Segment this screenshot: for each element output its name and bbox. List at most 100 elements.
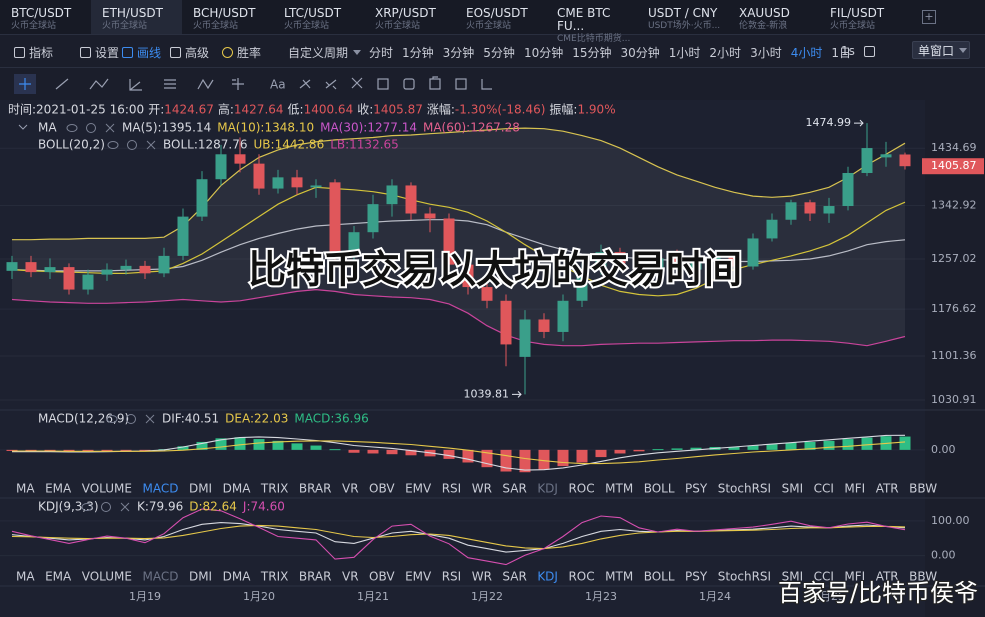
- indicator-button[interactable]: BBW: [909, 482, 937, 496]
- period-button[interactable]: 1分钟: [402, 46, 434, 60]
- toolbar-button[interactable]: 胜率: [222, 44, 261, 61]
- brush-icon[interactable]: [299, 79, 311, 89]
- window-select[interactable]: 单窗口: [912, 41, 970, 59]
- indicator-button[interactable]: EMA: [45, 570, 72, 584]
- indicator-button[interactable]: VR: [342, 482, 359, 496]
- indicator-button[interactable]: MACD: [142, 570, 178, 584]
- indicator-button[interactable]: CCI: [814, 482, 834, 496]
- symbol-tab[interactable]: XAUUSD 伦敦金-新浪: [728, 0, 819, 34]
- symbol-tab[interactable]: EOS/USDT 火币全球站: [455, 0, 546, 34]
- measure-icon[interactable]: [232, 78, 244, 90]
- indicator-button[interactable]: DMI: [189, 482, 212, 496]
- indicator-button[interactable]: TRIX: [260, 482, 288, 496]
- crosshair-icon[interactable]: [19, 78, 31, 90]
- indicator-button[interactable]: DMA: [223, 570, 252, 584]
- indicator-button[interactable]: CCI: [814, 570, 834, 584]
- pattern-icon[interactable]: [197, 78, 214, 90]
- angle-icon[interactable]: [129, 79, 142, 91]
- custom-period[interactable]: 自定义周期: [288, 44, 362, 61]
- indicator-button[interactable]: PSY: [685, 482, 708, 496]
- indicator-button[interactable]: OBV: [369, 570, 395, 584]
- legend-title: BOLL(20,2): [38, 138, 105, 152]
- indicator-button[interactable]: ROC: [568, 482, 594, 496]
- indicator-button[interactable]: VR: [342, 570, 359, 584]
- indicator-button[interactable]: PSY: [685, 570, 708, 584]
- ruler-icon[interactable]: [325, 79, 337, 90]
- symbol-tab[interactable]: BTC/USDT 火币全球站: [0, 0, 91, 34]
- indicator-button[interactable]: ATR: [876, 570, 899, 584]
- indicator-button[interactable]: EMV: [405, 482, 432, 496]
- symbol-tab[interactable]: ETH/USDT 火币全球站: [91, 0, 182, 34]
- indicator-button[interactable]: SAR: [502, 482, 526, 496]
- add-tab-button[interactable]: +: [922, 10, 936, 24]
- indicator-button[interactable]: BRAR: [299, 482, 332, 496]
- indicator-button[interactable]: VOLUME: [82, 482, 132, 496]
- indicator-button[interactable]: WR: [472, 570, 492, 584]
- indicator-button[interactable]: DMI: [189, 570, 212, 584]
- copy-icon[interactable]: [455, 78, 467, 90]
- period-button[interactable]: 2小时: [709, 46, 742, 60]
- indicator-button[interactable]: SMI: [782, 570, 804, 584]
- indicator-button[interactable]: RSI: [442, 482, 462, 496]
- period-button[interactable]: 15分钟: [572, 46, 612, 60]
- indicator-button[interactable]: BRAR: [299, 570, 332, 584]
- indicator-button[interactable]: OBV: [369, 482, 395, 496]
- indicator-button[interactable]: RSI: [442, 570, 462, 584]
- indicator-button[interactable]: MTM: [605, 482, 633, 496]
- fullscreen-icon[interactable]: [864, 46, 875, 57]
- period-button[interactable]: 3分钟: [442, 46, 475, 60]
- indicator-button[interactable]: SAR: [502, 570, 526, 584]
- indicator-button[interactable]: BBW: [909, 570, 937, 584]
- indicator-button[interactable]: EMV: [405, 570, 432, 584]
- indicator-button[interactable]: MA: [16, 482, 35, 496]
- toolbar-button[interactable]: 设置: [80, 44, 119, 61]
- period-button[interactable]: 5分钟: [483, 46, 515, 60]
- wave-icon[interactable]: [89, 78, 109, 90]
- indicator-button[interactable]: WR: [472, 482, 492, 496]
- seconds-button[interactable]: 1s: [841, 44, 855, 58]
- indicator-button[interactable]: MTM: [605, 570, 633, 584]
- trash-icon[interactable]: [429, 76, 441, 90]
- period-button[interactable]: 3小时: [750, 46, 782, 60]
- indicator-button[interactable]: EMA: [45, 482, 72, 496]
- period-button[interactable]: 4小时: [790, 46, 823, 60]
- period-button[interactable]: 30分钟: [620, 46, 660, 60]
- symbol-tab[interactable]: USDT / CNY USDT场外·火币...: [637, 0, 728, 34]
- indicator-button[interactable]: SMI: [782, 482, 804, 496]
- indicator-button[interactable]: StochRSI: [718, 570, 771, 584]
- indicator-button[interactable]: MACD: [142, 482, 178, 496]
- magnet-icon[interactable]: [377, 78, 389, 90]
- toolbar-icon: [80, 47, 91, 58]
- indicator-button[interactable]: ATR: [876, 482, 899, 496]
- indicator-button[interactable]: DMA: [223, 482, 252, 496]
- channel-icon[interactable]: [164, 79, 176, 89]
- indicator-button[interactable]: MFI: [844, 482, 865, 496]
- indicator-button[interactable]: KDJ: [537, 570, 558, 584]
- toolbar-button[interactable]: 画线: [122, 44, 161, 61]
- period-button[interactable]: 1日: [831, 46, 851, 60]
- indicator-button[interactable]: MFI: [844, 570, 865, 584]
- lock-icon[interactable]: [403, 78, 415, 90]
- symbol-tab[interactable]: BCH/USDT 火币全球站: [182, 0, 273, 34]
- indicator-button[interactable]: MA: [16, 570, 35, 584]
- text-tool[interactable]: Aa: [270, 78, 286, 92]
- symbol-tab[interactable]: LTC/USDT 火币全球站: [273, 0, 364, 34]
- indicator-button[interactable]: VOLUME: [82, 570, 132, 584]
- indicator-button[interactable]: ROC: [568, 570, 594, 584]
- period-button[interactable]: 10分钟: [523, 46, 564, 60]
- toolbar-button[interactable]: 高级: [170, 44, 209, 61]
- symbol-tab[interactable]: CME BTC FU... CME比特币期货...: [546, 0, 637, 45]
- eraser-icon[interactable]: [351, 77, 363, 89]
- period-button[interactable]: 分时: [369, 46, 394, 60]
- symbol-tab[interactable]: XRP/USDT 火币全球站: [364, 0, 455, 34]
- symbol-tab[interactable]: FIL/USDT 火币全球站: [819, 0, 910, 34]
- line-icon[interactable]: [55, 78, 69, 90]
- indicator-button[interactable]: BOLL: [644, 482, 675, 496]
- indicator-button[interactable]: BOLL: [644, 570, 675, 584]
- hide-icon[interactable]: [481, 79, 492, 90]
- indicator-button[interactable]: KDJ: [537, 482, 558, 496]
- toolbar-button[interactable]: 指标: [14, 44, 53, 61]
- indicator-button[interactable]: TRIX: [260, 570, 288, 584]
- period-button[interactable]: 1小时: [668, 46, 701, 60]
- indicator-button[interactable]: StochRSI: [718, 482, 771, 496]
